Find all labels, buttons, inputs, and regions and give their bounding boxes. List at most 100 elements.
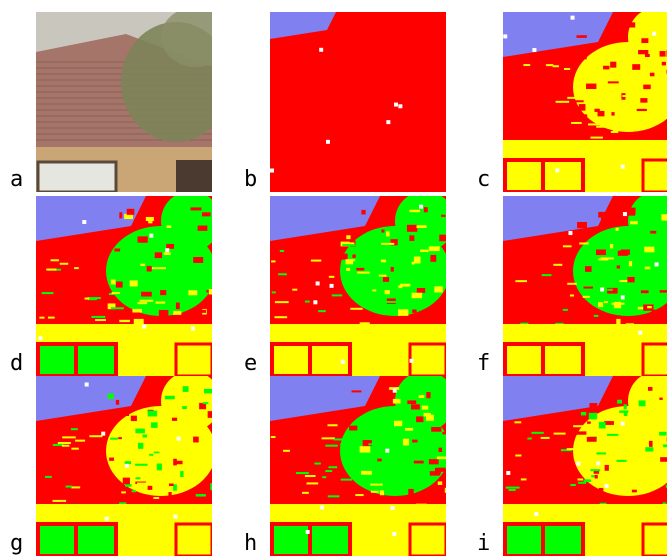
segment-dot: [316, 281, 320, 285]
segment-speck: [346, 268, 350, 271]
segment-door: [176, 344, 212, 376]
segment-speck: [274, 316, 287, 318]
panel: [36, 191, 221, 376]
segment-speck: [155, 252, 162, 258]
segment-speck: [140, 264, 145, 266]
segment-speck: [151, 422, 158, 428]
segment-speck: [587, 421, 591, 423]
segment-speck: [75, 440, 85, 442]
segment-dot: [393, 389, 397, 393]
segment-speck: [342, 480, 351, 484]
segment-speck: [637, 109, 647, 111]
segment-speck: [51, 259, 59, 261]
segment-speck: [416, 416, 423, 422]
segment-dot: [419, 205, 423, 209]
segment-speck: [546, 64, 553, 66]
segment-speck: [325, 470, 332, 472]
segment-speck: [625, 22, 635, 27]
segment-dot: [621, 165, 625, 169]
segment-speck: [621, 259, 628, 261]
segment-speck: [138, 443, 143, 449]
segment-speck: [74, 267, 79, 269]
segment-dot: [568, 231, 572, 235]
segment-speck: [66, 486, 73, 488]
segment-speck: [383, 470, 397, 472]
segment-speck: [88, 297, 101, 299]
segment-speck: [325, 445, 337, 447]
segment-speck: [617, 400, 622, 404]
segment-speck: [112, 292, 120, 294]
segment-speck: [419, 395, 425, 398]
segment-speck: [433, 484, 437, 488]
segment-speck: [305, 475, 316, 477]
segment-speck: [110, 438, 118, 440]
segment-speck: [645, 447, 653, 451]
segment-speck: [617, 265, 620, 268]
segment-speck: [138, 237, 146, 242]
segment-speck: [554, 433, 566, 435]
segment-speck: [169, 483, 174, 486]
segment-speck: [596, 250, 606, 256]
segment-speck: [650, 73, 655, 77]
segment-speck: [272, 291, 276, 293]
segment-speck: [380, 490, 384, 495]
segment-speck: [431, 427, 441, 432]
segment-speck: [596, 126, 604, 128]
segment-speck: [346, 235, 350, 239]
segment-speck: [648, 387, 652, 391]
segment-speck: [71, 486, 80, 488]
segment-speck: [124, 433, 133, 435]
segment-speck: [351, 259, 355, 261]
segment-speck: [439, 235, 450, 242]
segment-speck: [350, 308, 362, 310]
segment-dot: [655, 262, 659, 266]
segment-speck: [109, 458, 114, 461]
segment-speck: [141, 292, 152, 297]
segment-dot: [410, 359, 414, 363]
segment-dot: [173, 514, 177, 518]
segment-speck: [575, 497, 580, 503]
segment-speck: [513, 67, 518, 69]
segment-speck: [430, 255, 436, 262]
segment-speck: [618, 454, 631, 456]
segment-speck: [571, 122, 582, 124]
segment-speck: [527, 118, 533, 120]
segment-speck: [613, 441, 619, 443]
segment-speck: [619, 280, 627, 282]
segment-speck: [429, 246, 440, 251]
segment-eave: [36, 504, 212, 510]
segment-speck: [149, 454, 153, 456]
segment-speck: [121, 491, 126, 493]
segment-speck: [624, 404, 627, 409]
segment-speck: [119, 502, 126, 504]
panel: [503, 191, 667, 376]
segment-speck: [210, 483, 214, 490]
segment-speck: [95, 319, 106, 321]
segment-door: [643, 344, 667, 376]
segment-dot: [330, 284, 334, 288]
segment-speck: [564, 68, 570, 70]
segment-speck: [165, 396, 175, 400]
segment-speck: [422, 406, 428, 410]
segment-speck: [429, 459, 439, 464]
segment-speck: [601, 216, 605, 220]
segment-speck: [640, 98, 647, 103]
segment-speck: [417, 288, 425, 293]
segment-speck: [114, 249, 120, 252]
segment-speck: [393, 399, 401, 404]
segment-speck: [545, 94, 554, 96]
segment-speck: [515, 455, 521, 457]
segment-eave: [503, 140, 667, 146]
segment-speck: [409, 210, 420, 212]
panel-label: e: [244, 351, 257, 376]
segment-speck: [168, 492, 171, 498]
panel-label: c: [477, 167, 490, 192]
segment-speck: [442, 432, 449, 435]
segment-speck: [379, 275, 387, 277]
segment-speck: [370, 484, 383, 486]
segment-dot: [177, 437, 181, 441]
segment-speck: [586, 84, 596, 89]
segment-speck: [583, 287, 592, 289]
segment-speck: [596, 452, 606, 454]
segment-speck: [439, 448, 443, 452]
